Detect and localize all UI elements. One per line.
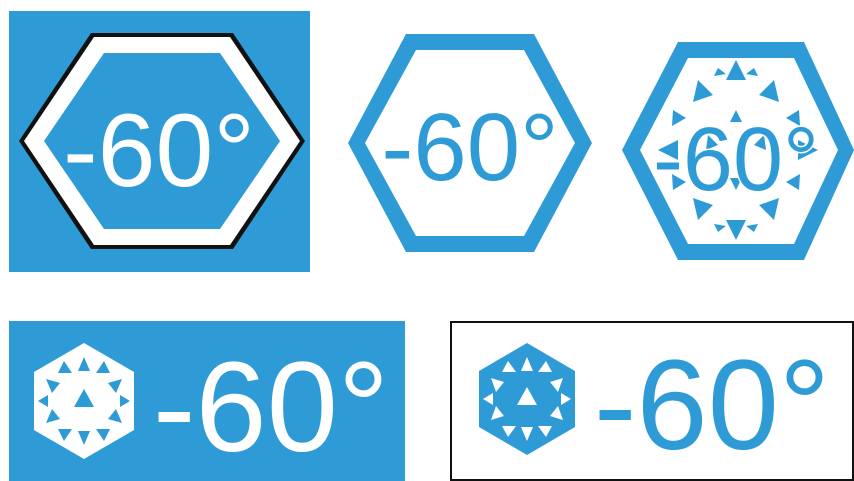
badge-2-graphic: -60° (348, 34, 592, 252)
badge-2-label: -60° (381, 94, 558, 201)
badge-4: -60° (9, 321, 405, 481)
badge-3-graphic: -60° (622, 42, 854, 260)
badge-2: -60° (340, 30, 598, 256)
badge-4-graphic: -60° (9, 321, 405, 481)
snowflake-icon (479, 343, 575, 455)
badge-3-label: -60° (653, 110, 819, 210)
badge-3: -60° (618, 40, 854, 262)
badge-5-graphic: -60° (450, 321, 854, 481)
badge-1: -60° (9, 11, 310, 272)
badge-1-label: -60° (63, 93, 255, 209)
snowflake-pattern (658, 60, 818, 240)
badge-4-label: -60° (153, 336, 389, 479)
snowflake-icon (34, 343, 134, 459)
badge-5-label: -60° (594, 334, 830, 477)
badge-1-graphic: -60° (9, 11, 310, 272)
badge-5: -60° (450, 321, 854, 481)
